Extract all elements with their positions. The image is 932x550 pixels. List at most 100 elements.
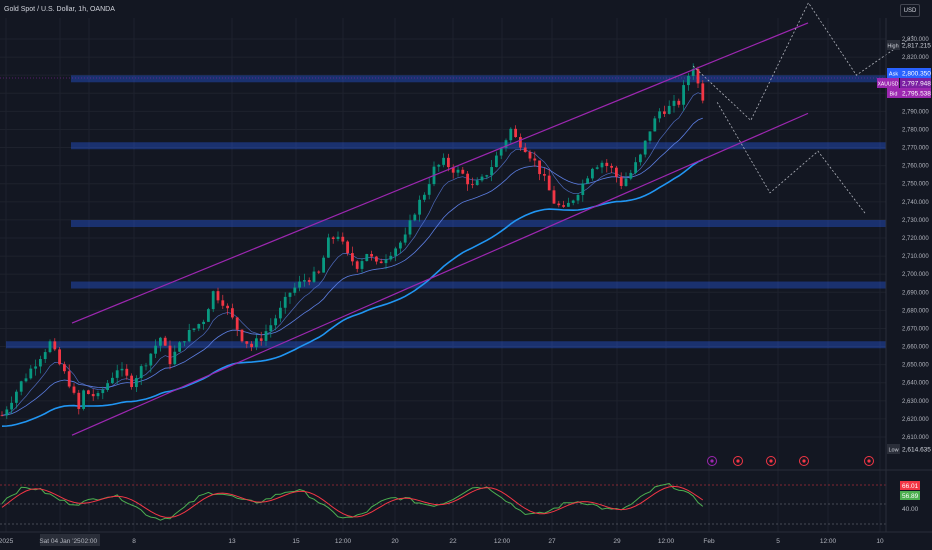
economic-event-icon (733, 456, 743, 466)
candle-body (466, 173, 469, 185)
candle-body (384, 259, 388, 264)
candle-body (355, 261, 359, 269)
last-value: 2,797.948 (902, 81, 931, 88)
channel-lower (71, 112, 809, 436)
price-tick: 2,630.000 (902, 399, 929, 405)
candle-body (547, 175, 551, 191)
candle-body (154, 345, 157, 354)
candle-body (106, 383, 109, 391)
candle-body (351, 253, 354, 262)
candle-body (394, 248, 397, 256)
price-tick: 2,760.000 (902, 164, 929, 170)
candle-body (696, 69, 700, 84)
candle-body (427, 184, 431, 195)
price-tick: 2,660.000 (902, 345, 929, 351)
candle-body (413, 214, 417, 221)
candle-body (259, 338, 263, 341)
candle-body (456, 169, 460, 173)
bid-value: 2,795.538 (902, 91, 931, 98)
economic-event-icon (766, 456, 776, 466)
candle-body (269, 325, 273, 332)
projection-path (692, 1, 915, 122)
time-tick: 22 (449, 538, 457, 545)
price-tick: 2,740.000 (902, 200, 929, 206)
candle-body (221, 300, 225, 306)
candle-body (629, 172, 633, 179)
grid-lines (0, 18, 886, 532)
candle-body (600, 162, 604, 168)
candle-body (298, 281, 301, 288)
candle-body (610, 165, 613, 168)
event-dot (769, 459, 773, 463)
candle-body (125, 368, 129, 376)
candle-body (365, 254, 369, 262)
currency-button[interactable]: USD (900, 4, 920, 17)
candle-body (562, 205, 565, 207)
candle-body (442, 157, 445, 165)
oscillator-line-red (1, 485, 704, 518)
time-tick: 15 (292, 538, 300, 545)
candle-body (475, 180, 479, 186)
candle-body (619, 176, 623, 186)
candle-body (303, 280, 306, 282)
candle-body (322, 257, 325, 273)
candle-body (10, 402, 13, 410)
candle-body (471, 184, 474, 186)
candle-body (283, 296, 287, 308)
candle-body (312, 271, 316, 282)
price-tick: 2,790.000 (902, 109, 929, 115)
candle-body (591, 168, 594, 179)
time-axis[interactable]: 2025 Sat 04 Jan '25 02:00 8 13 15 12:00 20 22 12:… (0, 531, 932, 546)
candle-body (317, 271, 321, 273)
candle-body (231, 308, 234, 318)
high-value: 2,817.215 (902, 43, 931, 50)
candle-body (701, 83, 705, 101)
price-channel (71, 22, 809, 436)
candle-body (581, 183, 585, 195)
oscillator-axis: 66.01 56.89 40.00 (900, 481, 920, 513)
candle-body (39, 359, 42, 367)
candle-body (67, 371, 71, 387)
economic-event-icon (799, 456, 809, 466)
candle-body (250, 343, 253, 348)
symbol-title[interactable]: Gold Spot / U.S. Dollar, 1h, OANDA (4, 6, 115, 13)
candle-body (168, 345, 172, 365)
candle-body (509, 128, 513, 141)
flash-event-icon (707, 456, 717, 466)
candle-body (144, 365, 148, 367)
osc-value-2: 56.89 (902, 493, 919, 500)
candle-body (423, 194, 426, 200)
price-tick: 2,820.000 (902, 55, 929, 61)
candle-body (418, 199, 421, 215)
candle-body (34, 366, 37, 369)
ma-mid (1, 117, 703, 416)
candle-body (111, 377, 114, 384)
price-tick: 2,750.000 (902, 182, 929, 188)
price-tick: 2,710.000 (902, 254, 929, 260)
candle-body (288, 292, 292, 297)
candle-body (202, 321, 205, 325)
candle-body (567, 202, 570, 207)
ask-label-text: Ask (889, 72, 898, 78)
candle-body (24, 378, 28, 382)
time-tick: 8 (132, 538, 136, 545)
candle-body (480, 176, 484, 181)
candle-body (370, 254, 373, 257)
candle-body (557, 203, 561, 206)
price-tick: 2,680.000 (902, 308, 929, 314)
projection-path (716, 102, 867, 215)
candle-body (543, 174, 546, 176)
last-price-label: XAUUSD 2,797.948 (877, 78, 931, 88)
candle-body (216, 291, 220, 301)
symbol-tag: XAUUSD (878, 82, 899, 88)
time-tick: 12:00 (335, 538, 352, 545)
price-tick: 2,720.000 (902, 236, 929, 242)
candle-body (0, 415, 4, 417)
low-value: 2,614.635 (902, 447, 931, 454)
ma-slow (1, 158, 704, 427)
candle-body (346, 241, 349, 254)
candle-body (274, 318, 277, 326)
time-tick: 20 (391, 538, 399, 545)
candle-body (691, 69, 695, 76)
